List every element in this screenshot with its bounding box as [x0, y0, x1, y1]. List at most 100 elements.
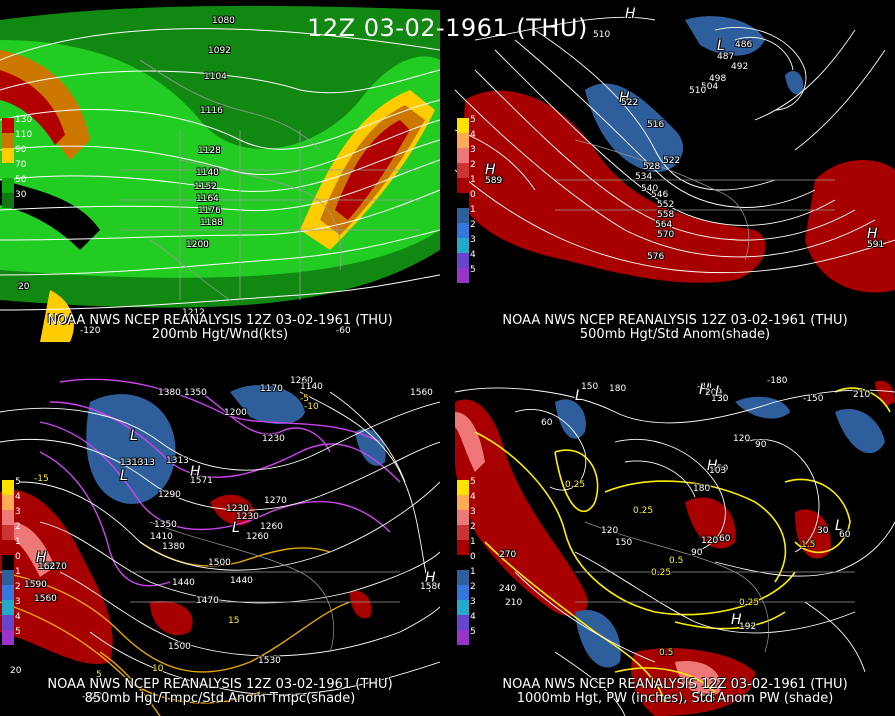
- high-pressure-marker: H: [867, 226, 878, 242]
- contour-value-label: 1200: [224, 408, 247, 418]
- scale-label: 70: [15, 160, 27, 170]
- scale-label: 4: [15, 612, 21, 622]
- panel-200mb-height-wind: 130 110 90 70 50 30 NOAA NWS NCEP REANALYSIS …: [0, 0, 440, 342]
- scale-label: 130: [15, 115, 33, 125]
- contour-value-label: 150: [711, 464, 729, 474]
- scale-label: 4: [470, 612, 476, 622]
- scale-swatch: 4: [2, 492, 21, 510]
- contour-value-label: 10: [152, 664, 164, 674]
- scale-swatch: 50: [2, 175, 26, 193]
- high-pressure-marker: H: [485, 162, 496, 178]
- contour-value-label: 498: [709, 74, 727, 84]
- scale-swatch: 3: [457, 235, 476, 253]
- contour-value-label: -15: [34, 474, 49, 484]
- scale-swatch: 4: [2, 612, 21, 630]
- low-pressure-marker: L: [715, 384, 723, 400]
- panel-1000mb-title-line2: 1000mb Hgt, PW (inches), Std Anom PW (sh…: [516, 691, 834, 706]
- scale-label: 30: [15, 190, 27, 200]
- contour-value-label: 486: [735, 40, 753, 50]
- low-pressure-marker: L: [575, 388, 583, 404]
- contour-value-label: 5: [96, 670, 102, 680]
- scale-label: 1: [15, 537, 21, 547]
- low-pressure-marker: L: [120, 468, 128, 484]
- scale-swatch: 30: [2, 190, 26, 208]
- contour-value-label: 1410: [150, 532, 173, 542]
- contour-value-label: 192: [739, 622, 757, 632]
- scale-swatch: 1: [457, 567, 476, 585]
- figure-title: 12Z 03-02-1961 (THU): [307, 14, 588, 42]
- scale-label: 5: [470, 115, 476, 125]
- scale-label: 4: [470, 130, 476, 140]
- scale-label: 0: [470, 552, 476, 562]
- contour-value-label: 30: [717, 394, 729, 404]
- scale-label: 4: [470, 250, 476, 260]
- panel-500mb-title-line2: 500mb Hgt/Std Anom(shade): [579, 327, 771, 342]
- contour-value-label: 1560: [34, 594, 57, 604]
- scale-swatch: 3: [2, 597, 21, 615]
- contour-value-label: 510: [593, 30, 611, 40]
- contour-value-label: 570: [657, 230, 675, 240]
- scale-swatch: 4: [457, 130, 476, 148]
- contour-value-label: 0.25: [565, 480, 586, 490]
- scale-swatch: 4: [457, 250, 476, 268]
- scale-swatch: 1: [457, 537, 476, 555]
- high-pressure-marker: H: [36, 550, 47, 566]
- scale-swatch: 2: [2, 582, 21, 600]
- scale-label: 4: [470, 492, 476, 502]
- panel-850mb-map: [0, 372, 440, 716]
- scale-swatch: 5: [457, 627, 476, 645]
- low-pressure-marker: L: [717, 38, 725, 54]
- contour-value-label: 150: [615, 538, 633, 548]
- scale-label: 1: [470, 567, 476, 577]
- contour-value-label: 492: [731, 62, 749, 72]
- contour-value-label: 150: [581, 382, 599, 392]
- scale-swatch: 3: [457, 507, 476, 525]
- contour-value-label: 1230: [226, 504, 249, 514]
- scale-label: 1: [470, 205, 476, 215]
- scale-label: 2: [470, 522, 476, 532]
- contour-value-label: 1152: [194, 182, 217, 192]
- scale-swatch: 3: [457, 145, 476, 163]
- scale-swatch: 2: [457, 160, 476, 178]
- scale-swatch: 2: [457, 582, 476, 600]
- high-pressure-marker: H: [619, 90, 630, 106]
- contour-value-label: 20: [10, 666, 22, 676]
- scale-swatch: 1: [2, 537, 21, 555]
- contour-value-label: 1586: [420, 582, 440, 592]
- scale-swatch: 2: [457, 220, 476, 238]
- high-pressure-marker: H: [707, 458, 718, 474]
- scale-swatch: 70: [2, 160, 26, 178]
- contour-value-label: 1380: [162, 542, 185, 552]
- contour-value-label: 1230: [236, 512, 259, 522]
- scale-swatch: 1: [457, 175, 476, 193]
- contour-value-label: 0.25: [739, 598, 760, 608]
- contour-value-label: 1212: [182, 308, 205, 318]
- contour-value-label: 504: [701, 82, 719, 92]
- contour-value-label: 1290: [158, 490, 181, 500]
- contour-value-label: 487: [717, 52, 735, 62]
- contour-value-label: 1188: [200, 218, 223, 228]
- contour-value-label: -150: [803, 394, 824, 404]
- scale-label: 3: [15, 597, 21, 607]
- scale-label: 90: [15, 145, 27, 155]
- contour-value-label: 1170: [260, 384, 283, 394]
- contour-value-label: -30: [697, 382, 712, 392]
- contour-value-label: 1104: [204, 72, 227, 82]
- contour-value-label: 522: [621, 98, 639, 108]
- scale-label: 2: [15, 522, 21, 532]
- panel-200mb-title-line2: 200mb Hgt/Wnd(kts): [151, 327, 289, 342]
- contour-value-label: 558: [657, 210, 675, 220]
- scale-swatch: 5: [2, 627, 21, 645]
- contour-value-label: 522: [663, 156, 681, 166]
- contour-value-label: 210: [853, 390, 871, 400]
- scale-label: 2: [470, 220, 476, 230]
- scale-label: 3: [470, 235, 476, 245]
- scale-swatch: 5: [457, 115, 476, 133]
- contour-value-label: 1140: [196, 168, 219, 178]
- contour-value-label: -10: [304, 402, 319, 412]
- contour-value-label: 180: [693, 484, 711, 494]
- contour-value-label: 1116: [200, 106, 223, 116]
- contour-value-label: 0.25: [633, 506, 654, 516]
